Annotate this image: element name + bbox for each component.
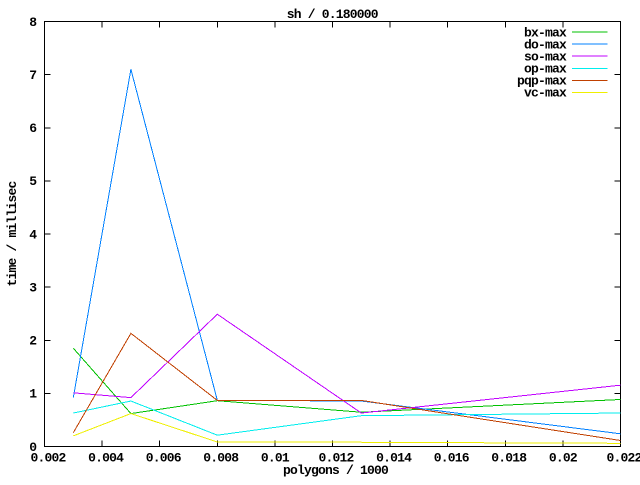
svg-text:1: 1 — [29, 387, 37, 402]
svg-text:op-max: op-max — [524, 62, 567, 77]
svg-text:0.006: 0.006 — [146, 451, 182, 466]
svg-text:time / millisec: time / millisec — [5, 180, 20, 286]
svg-text:0.022: 0.022 — [606, 451, 640, 466]
svg-text:sh / 0.180000: sh / 0.180000 — [287, 7, 379, 22]
svg-text:0.002: 0.002 — [30, 451, 66, 466]
svg-text:8: 8 — [29, 15, 37, 30]
svg-text:vc-max: vc-max — [524, 86, 567, 101]
svg-text:polygons / 1000: polygons / 1000 — [283, 463, 389, 478]
svg-text:0.008: 0.008 — [203, 451, 239, 466]
svg-text:0: 0 — [29, 440, 37, 455]
svg-text:0.018: 0.018 — [491, 451, 527, 466]
svg-text:2: 2 — [29, 334, 37, 349]
svg-text:0.01: 0.01 — [261, 451, 290, 466]
svg-text:0.004: 0.004 — [88, 451, 124, 466]
svg-text:6: 6 — [29, 121, 37, 136]
svg-text:pqp-max: pqp-max — [517, 74, 567, 89]
svg-text:7: 7 — [29, 68, 36, 83]
svg-text:bx-max: bx-max — [524, 25, 567, 40]
svg-text:0.012: 0.012 — [318, 451, 354, 466]
svg-text:so-max: so-max — [524, 50, 567, 65]
svg-text:0.016: 0.016 — [434, 451, 470, 466]
svg-text:5: 5 — [29, 174, 37, 189]
svg-text:4: 4 — [29, 227, 37, 242]
svg-text:3: 3 — [29, 280, 37, 295]
svg-text:do-max: do-max — [524, 37, 567, 52]
svg-text:0.014: 0.014 — [376, 451, 412, 466]
svg-text:0.02: 0.02 — [549, 451, 578, 466]
